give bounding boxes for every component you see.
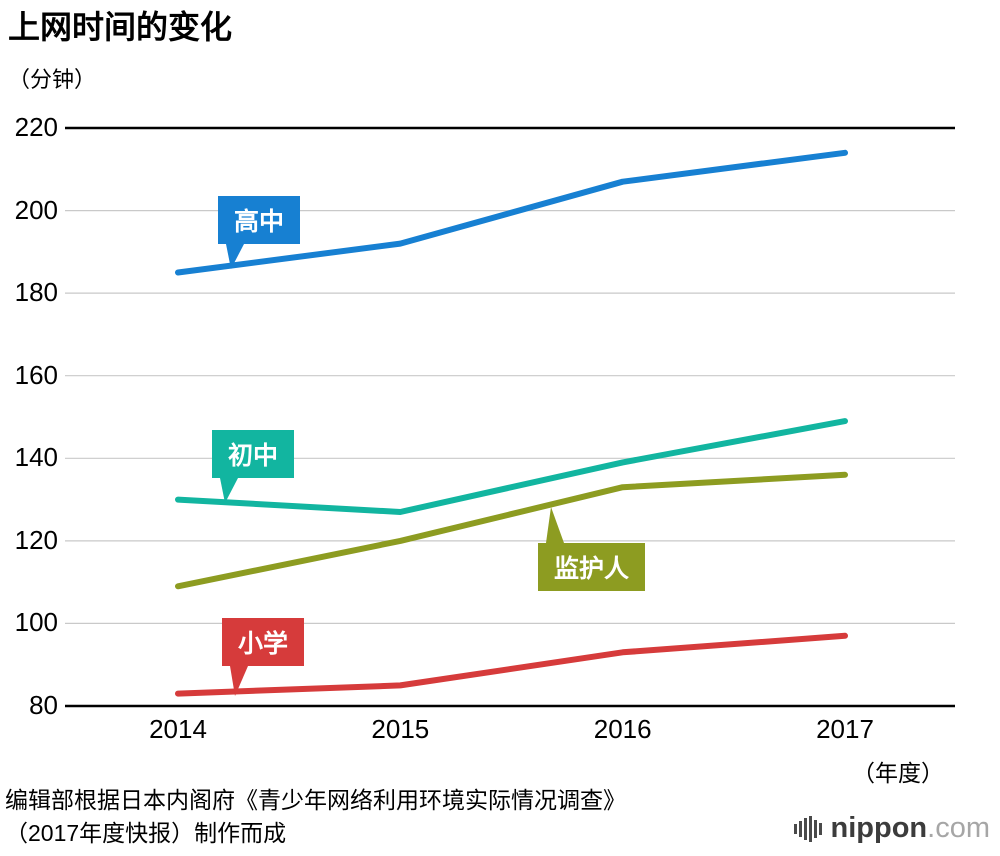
source-note: 编辑部根据日本内阁府《青少年网络利用环境实际情况调查》 （2017年度快报）制作…: [5, 784, 626, 850]
series-line-1: [175, 418, 848, 515]
series-line-3: [175, 632, 848, 697]
nippon-logo: nippon.com: [793, 812, 990, 845]
series-label-text: 小学: [238, 630, 289, 658]
series-label-text: 初中: [228, 442, 279, 470]
series-line-0: [175, 149, 848, 276]
series-label-text: 监护人: [554, 555, 630, 583]
source-note-line2: （2017年度快报）制作而成: [5, 820, 287, 846]
series-label-middle-school: 初中: [212, 430, 295, 503]
y-axis-unit-label: （分钟）: [8, 67, 97, 92]
series-label-primary-school: 小学: [222, 618, 305, 696]
x-axis-unit-label: （年度）: [852, 760, 944, 786]
chart-title: 上网时间的变化: [8, 9, 233, 45]
series-label-guardian: 监护人: [538, 507, 646, 591]
series-label-text: 高中: [234, 208, 285, 236]
series-label-high-school: 高中: [218, 196, 301, 269]
nippon-logo-icon: [793, 815, 822, 842]
nippon-logo-text: nippon: [830, 812, 928, 844]
nippon-logo-suffix: .com: [927, 812, 990, 844]
series-line-2: [175, 471, 848, 590]
source-note-line1: 编辑部根据日本内阁府《青少年网络利用环境实际情况调查》: [5, 787, 626, 813]
